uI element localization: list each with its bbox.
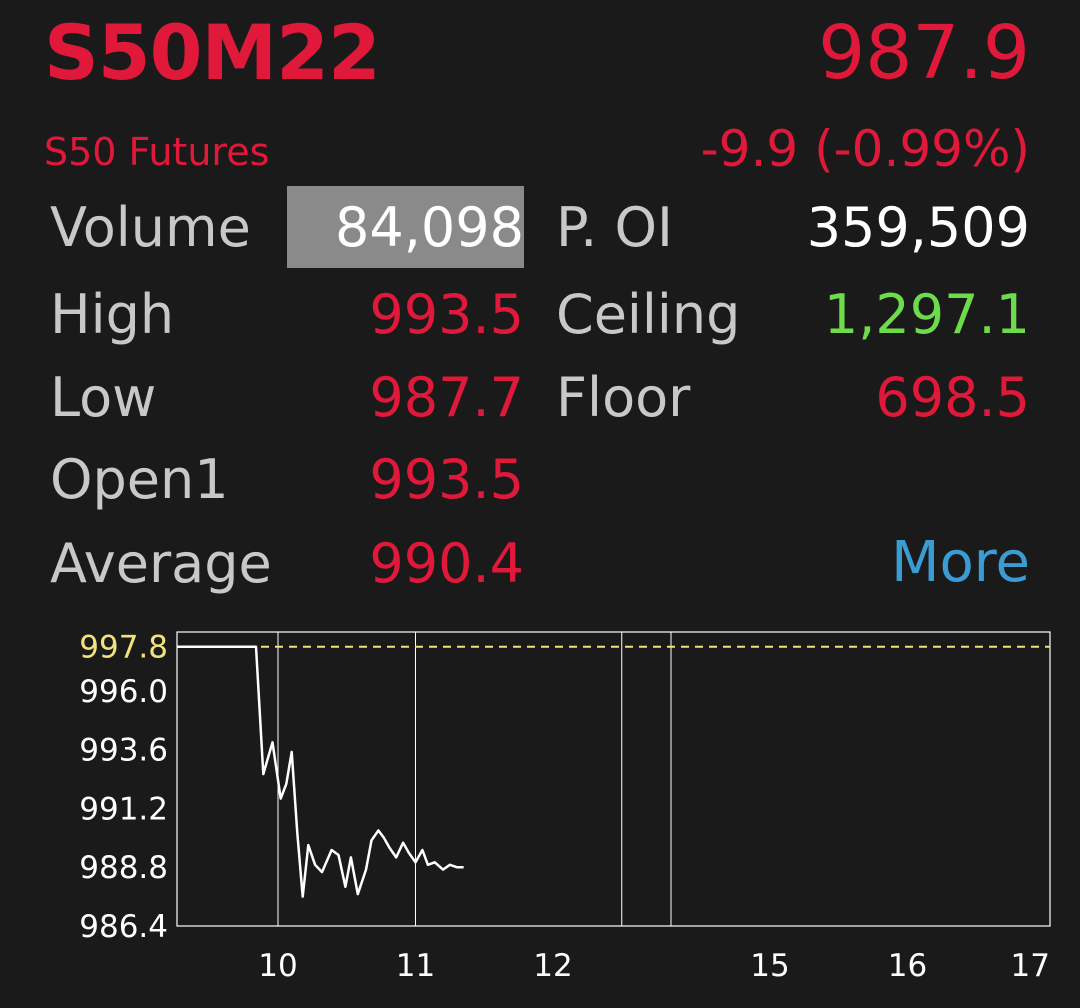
floor-label: Floor <box>556 366 691 429</box>
open1-label: Open1 <box>50 448 229 511</box>
intraday-chart: 997.8 996.0 993.6 991.2 988.8 986.4 10 11 12 15 16… <box>79 630 1051 984</box>
low-label: Low <box>50 366 157 429</box>
y-tick-label: 993.6 <box>79 733 168 769</box>
volume-highlight <box>287 186 524 268</box>
contract-symbol: S50M22 <box>44 8 381 97</box>
x-tick-label: 15 <box>750 948 789 984</box>
x-tick-label: 16 <box>888 948 927 984</box>
x-tick-label: 11 <box>396 948 435 984</box>
ceiling-label: Ceiling <box>556 283 741 346</box>
price-series-line <box>177 645 464 898</box>
y-tick-label: 991.2 <box>79 791 168 827</box>
price-change: -9.9 (-0.99%) <box>700 120 1030 178</box>
volume-label: Volume <box>50 196 251 259</box>
p-oi-label: P. OI <box>556 196 673 259</box>
x-tick-label: 10 <box>258 948 297 984</box>
x-tick-label: 17 <box>1011 948 1050 984</box>
open1-value: 993.5 <box>369 448 524 511</box>
y-tick-label: 988.8 <box>79 850 168 886</box>
volume-value: 84,098 <box>335 196 524 259</box>
y-tick-label: 996.0 <box>79 674 168 710</box>
last-price: 987.9 <box>818 10 1030 96</box>
floor-value: 698.5 <box>875 366 1030 429</box>
average-label: Average <box>50 532 272 595</box>
chart-frame <box>176 631 1051 927</box>
x-tick-label: 12 <box>533 948 572 984</box>
y-tick-label: 997.8 <box>79 630 168 666</box>
y-tick-label: 986.4 <box>79 909 168 945</box>
high-value: 993.5 <box>369 283 524 346</box>
contract-name: S50 Futures <box>44 130 270 174</box>
p-oi-value: 359,509 <box>806 196 1030 259</box>
more-link[interactable]: More <box>891 530 1030 595</box>
low-value: 987.7 <box>369 366 524 429</box>
average-value: 990.4 <box>369 532 524 595</box>
high-label: High <box>50 283 175 346</box>
ceiling-value: 1,297.1 <box>823 283 1030 346</box>
